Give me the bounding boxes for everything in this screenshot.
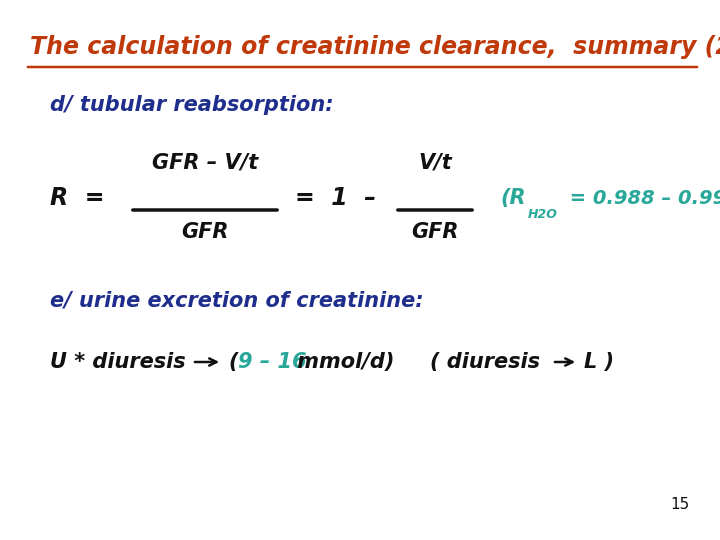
- Text: =  1  –: = 1 –: [295, 186, 376, 210]
- Text: (R: (R: [500, 188, 526, 208]
- Text: V/t: V/t: [418, 152, 452, 172]
- Text: 9 – 16: 9 – 16: [238, 352, 307, 372]
- Text: = 0.988 – 0.997): = 0.988 – 0.997): [563, 188, 720, 207]
- Text: e/ urine excretion of creatinine:: e/ urine excretion of creatinine:: [50, 290, 423, 310]
- Text: U * diuresis: U * diuresis: [50, 352, 186, 372]
- Text: d/ tubular reabsorption:: d/ tubular reabsorption:: [50, 95, 333, 115]
- Text: The calculation of creatinine clearance,  summary (2):: The calculation of creatinine clearance,…: [30, 35, 720, 59]
- Text: GFR: GFR: [181, 222, 229, 242]
- Text: (: (: [228, 352, 238, 372]
- Text: ( diuresis: ( diuresis: [430, 352, 540, 372]
- Text: H2O: H2O: [528, 207, 558, 220]
- Text: GFR: GFR: [411, 222, 459, 242]
- Text: mmol/d): mmol/d): [290, 352, 395, 372]
- Text: L ): L ): [584, 352, 614, 372]
- Text: 15: 15: [671, 497, 690, 512]
- Text: R  =: R =: [50, 186, 104, 210]
- Text: GFR – V/t: GFR – V/t: [152, 152, 258, 172]
